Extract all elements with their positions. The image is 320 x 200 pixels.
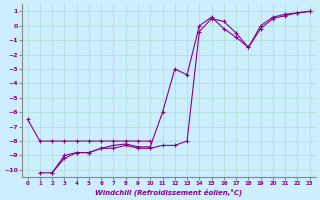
X-axis label: Windchill (Refroidissement éolien,°C): Windchill (Refroidissement éolien,°C) (95, 188, 242, 196)
